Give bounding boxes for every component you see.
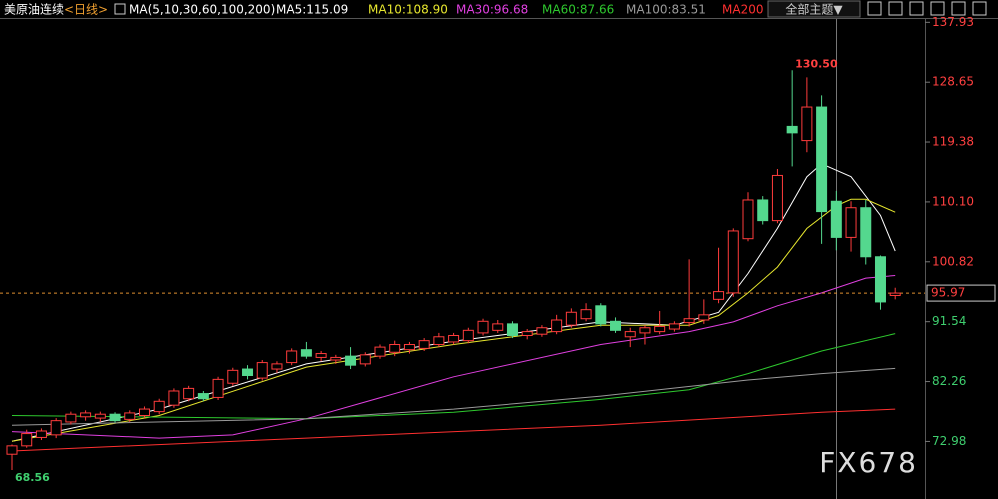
candle-body bbox=[727, 230, 739, 294]
candle-body bbox=[713, 291, 725, 300]
y-tick-label: 100.82 bbox=[932, 254, 974, 268]
y-tick-label: 128.65 bbox=[932, 75, 974, 89]
icon-button[interactable] bbox=[867, 1, 882, 16]
candle-body bbox=[35, 430, 47, 438]
candle-body bbox=[433, 336, 445, 346]
icon-button[interactable] bbox=[951, 1, 966, 16]
candle-body bbox=[197, 393, 209, 400]
theme-button[interactable]: 全部主题▼ bbox=[785, 2, 843, 17]
period[interactable]: <日线> bbox=[64, 3, 108, 17]
indicator-icon[interactable] bbox=[114, 3, 126, 15]
icon-button[interactable] bbox=[972, 1, 987, 16]
candle-body bbox=[521, 331, 533, 336]
candle-body bbox=[300, 349, 312, 357]
candle-body bbox=[124, 412, 136, 420]
candle-body bbox=[698, 314, 710, 321]
candle-body bbox=[359, 354, 371, 365]
candle-body bbox=[109, 413, 121, 422]
ma-line bbox=[11, 408, 896, 452]
indicator[interactable]: MA(5,10,30,60,100,200) bbox=[129, 3, 275, 17]
candle-body bbox=[330, 356, 342, 361]
ma-line bbox=[11, 333, 896, 420]
candle-body bbox=[874, 256, 886, 303]
candle-body bbox=[889, 292, 901, 296]
candle-body bbox=[138, 408, 150, 417]
candle-body bbox=[50, 420, 62, 436]
extreme-label: 130.50 bbox=[795, 57, 838, 70]
instrument-name: 美原油连续 bbox=[4, 2, 64, 17]
candle-body bbox=[742, 199, 754, 240]
candle-body bbox=[286, 350, 298, 364]
candle-body bbox=[639, 327, 651, 334]
candle-body bbox=[536, 327, 548, 335]
candle-body bbox=[771, 174, 783, 222]
candle-body bbox=[6, 445, 18, 455]
candle-body bbox=[80, 412, 92, 418]
candle-body bbox=[610, 320, 622, 331]
ma-line bbox=[11, 367, 896, 426]
y-tick-label: 72.98 bbox=[932, 434, 966, 448]
candle-body bbox=[403, 344, 415, 351]
y-tick-label: 119.38 bbox=[932, 135, 974, 149]
candle-body bbox=[860, 207, 872, 258]
candle-body bbox=[21, 433, 33, 447]
icon-button[interactable] bbox=[930, 1, 945, 16]
candle-body bbox=[477, 320, 489, 334]
candle-body bbox=[565, 311, 577, 326]
candle-body bbox=[580, 309, 592, 320]
candle-body bbox=[492, 323, 504, 331]
candle-body bbox=[227, 369, 239, 384]
candle-body bbox=[551, 319, 563, 333]
y-tick-label: 137.93 bbox=[932, 15, 974, 29]
current-price-box bbox=[926, 284, 996, 302]
candle-body bbox=[183, 387, 195, 400]
legend-entry: MA100:83.51 bbox=[626, 3, 706, 17]
candle-body bbox=[242, 368, 254, 376]
current-price-label: 95.97 bbox=[931, 286, 965, 300]
candle-body bbox=[462, 329, 474, 342]
icon-button[interactable] bbox=[909, 1, 924, 16]
watermark: FX678 bbox=[819, 446, 918, 479]
icon-button[interactable] bbox=[888, 1, 903, 16]
candle-body bbox=[448, 334, 460, 343]
legend-entry: MA5:115.09 bbox=[276, 3, 348, 17]
candle-body bbox=[595, 305, 607, 325]
candle-body bbox=[845, 207, 857, 238]
extreme-label: 68.56 bbox=[15, 471, 50, 484]
candle-body bbox=[271, 363, 283, 370]
legend-entry: MA200 bbox=[722, 3, 763, 17]
candle-body bbox=[256, 362, 268, 379]
candle-body bbox=[506, 323, 518, 336]
candle-body bbox=[153, 400, 165, 413]
candle-body bbox=[830, 200, 842, 238]
candle-body bbox=[212, 378, 224, 398]
legend-entry: MA10:108.90 bbox=[368, 3, 448, 17]
y-tick-label: 91.54 bbox=[932, 314, 966, 328]
candle-body bbox=[683, 318, 695, 324]
candle-body bbox=[786, 125, 798, 134]
ma-line bbox=[11, 198, 896, 442]
candle-body bbox=[654, 325, 666, 333]
candle-body bbox=[801, 106, 813, 142]
candle-body bbox=[757, 199, 769, 222]
legend-entry: MA60:87.66 bbox=[542, 3, 614, 17]
header-bar bbox=[0, 0, 998, 18]
y-tick-label: 110.10 bbox=[932, 194, 974, 208]
candle-body bbox=[418, 340, 430, 349]
candle-body bbox=[624, 331, 636, 338]
candle-body bbox=[94, 413, 106, 419]
candle-body bbox=[389, 344, 401, 353]
candle-body bbox=[65, 413, 77, 423]
legend-entry: MA30:96.68 bbox=[456, 3, 528, 17]
candle-body bbox=[374, 346, 386, 357]
candle-body bbox=[168, 390, 180, 406]
y-tick-label: 82.26 bbox=[932, 374, 966, 388]
candle-body bbox=[315, 353, 327, 358]
candle-body bbox=[816, 106, 828, 213]
candle-body bbox=[345, 355, 357, 366]
theme-button-box[interactable] bbox=[767, 0, 861, 18]
candle-body bbox=[668, 323, 680, 330]
